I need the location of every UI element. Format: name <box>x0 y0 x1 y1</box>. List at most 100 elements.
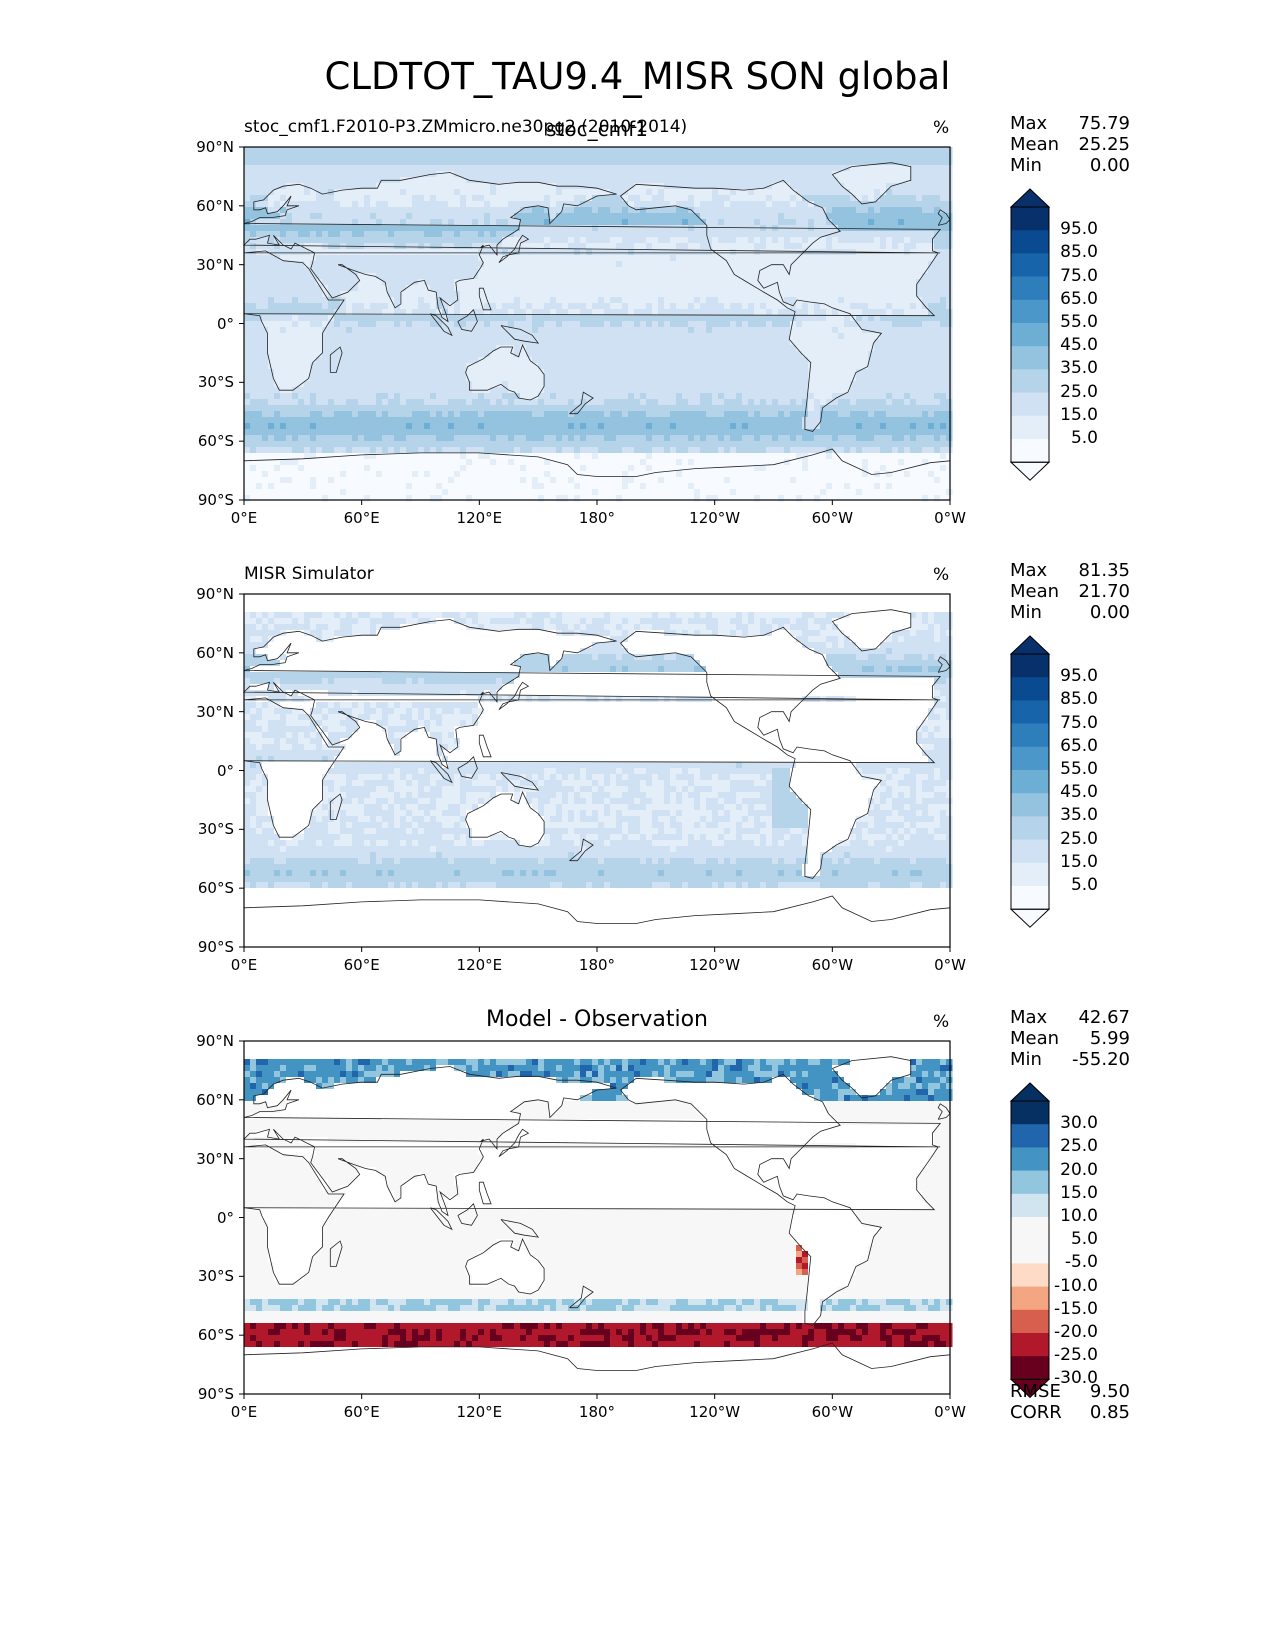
colorbar-segment <box>1011 793 1049 817</box>
stat-max-label: Max <box>1010 1007 1047 1028</box>
colorbar-extend-max <box>1009 635 1051 655</box>
lon-tick-label: 0°E <box>231 956 258 974</box>
panel-units: % <box>933 565 949 585</box>
coastline-eurafrica <box>243 172 942 391</box>
colorbar <box>1009 635 1051 928</box>
lon-tick-label: 0°W <box>934 509 966 527</box>
colorbar-segment <box>1011 415 1049 440</box>
colorbar-segment <box>1011 700 1049 724</box>
colorbar-segment <box>1011 677 1049 701</box>
lat-tick-label: 90°S <box>198 491 234 509</box>
colorbar-tick-label: 65.0 <box>1060 289 1098 309</box>
colorbar-tick-label: -5.0 <box>1065 1252 1098 1272</box>
coastline-philippines <box>478 1181 492 1205</box>
panel-center-title: stoc_cmf1 <box>546 117 648 141</box>
lon-tick-label: 60°E <box>344 956 380 974</box>
coastline-australia <box>465 344 545 401</box>
lat-tick-label: 60°N <box>196 197 234 215</box>
coastline-japan <box>498 681 530 711</box>
panel-center-title: Model - Observation <box>486 1007 708 1032</box>
colorbar-segment <box>1011 862 1049 887</box>
coastline-newzealand <box>569 838 594 862</box>
colorbar-frame <box>1010 653 1050 910</box>
stat-max-value: 42.67 <box>1078 1007 1130 1028</box>
colorbar-segment <box>1011 1333 1049 1357</box>
lat-tick-label: 30°S <box>198 1267 234 1285</box>
stat-mean-label: Mean <box>1010 134 1059 155</box>
colorbar-tick-label: -10.0 <box>1054 1276 1098 1296</box>
coastline-sumatra <box>429 313 453 337</box>
lon-tick-label: 180° <box>579 509 615 527</box>
colorbar-tick-label: 75.0 <box>1060 713 1098 733</box>
colorbar-segment <box>1011 323 1049 347</box>
coastline-newguinea <box>500 1219 540 1238</box>
stat-mean-value: 5.99 <box>1090 1028 1130 1049</box>
heatmap-cells <box>244 1041 953 1396</box>
coastline-japan <box>498 1128 530 1158</box>
stat-min-value: 0.00 <box>1090 155 1130 176</box>
colorbar-segment <box>1011 654 1049 678</box>
coastline-eurafrica <box>243 619 942 838</box>
colorbar-frame <box>1010 1100 1050 1380</box>
stat-min-label: Min <box>1010 1049 1042 1070</box>
coastline-antarctica <box>243 448 951 477</box>
colorbar-segment <box>1011 1217 1049 1241</box>
colorbar-extend-max <box>1009 188 1051 208</box>
colorbar-extend-min <box>1009 461 1051 481</box>
coastline-americas <box>620 626 883 879</box>
corr-label: CORR <box>1010 1402 1062 1423</box>
colorbar-frame <box>1010 206 1050 463</box>
stat-mean-label: Mean <box>1010 581 1059 602</box>
coastline-sumatra <box>429 1207 453 1231</box>
colorbar-tick-label: 55.0 <box>1060 312 1098 332</box>
lat-tick-label: 30°N <box>196 1150 234 1168</box>
lat-tick-label: 60°S <box>198 879 234 897</box>
lon-tick-label: 0°W <box>934 956 966 974</box>
map-panel <box>239 1040 953 1399</box>
colorbar-segment <box>1011 1356 1049 1380</box>
colorbar-segment <box>1011 816 1049 840</box>
coastline-madagascar <box>329 793 343 820</box>
stat-mean-value: 21.70 <box>1078 581 1130 602</box>
colorbar-tick-label: -15.0 <box>1054 1299 1098 1319</box>
rmse-label: RMSE <box>1010 1381 1061 1402</box>
colorbar-tick-label: 55.0 <box>1060 759 1098 779</box>
coastline-philippines <box>478 734 492 758</box>
lat-tick-label: 90°N <box>196 138 234 156</box>
colorbar-segment <box>1011 886 1049 910</box>
colorbar-tick-label: -20.0 <box>1054 1322 1098 1342</box>
stat-min-value: -55.20 <box>1072 1049 1130 1070</box>
colorbar-tick-label: 85.0 <box>1060 242 1098 262</box>
colorbar-segment <box>1011 1240 1049 1264</box>
lat-tick-label: 0° <box>217 762 234 780</box>
lon-tick-label: 120°W <box>689 509 740 527</box>
stat-max-label: Max <box>1010 113 1047 134</box>
coastline-antarctica <box>243 1342 951 1371</box>
lon-tick-label: 60°W <box>812 1403 853 1421</box>
panel-left-title: MISR Simulator <box>244 564 374 584</box>
heatmap-cells <box>244 147 953 502</box>
coastline-americas <box>620 179 883 432</box>
stat-max-value: 81.35 <box>1078 560 1130 581</box>
lon-tick-label: 120°W <box>689 956 740 974</box>
colorbar-segment <box>1011 439 1049 463</box>
coastline-borneo <box>457 309 478 332</box>
map-panel <box>239 146 953 505</box>
lat-tick-label: 90°S <box>198 938 234 956</box>
colorbar-tick-label: 25.0 <box>1060 382 1098 402</box>
colorbar-segment <box>1011 1263 1049 1287</box>
colorbar-segment <box>1011 1124 1049 1148</box>
coastline-sumatra <box>429 760 453 784</box>
colorbar-tick-label: 45.0 <box>1060 335 1098 355</box>
colorbar-segment <box>1011 839 1049 864</box>
stat-min-label: Min <box>1010 155 1042 176</box>
colorbar-segment <box>1011 207 1049 231</box>
coastline-antarctica <box>243 895 951 924</box>
coastline-borneo <box>457 1203 478 1226</box>
coastline-madagascar <box>329 1240 343 1267</box>
lat-tick-label: 0° <box>217 1209 234 1227</box>
colorbar-segment <box>1011 1193 1049 1218</box>
coastline-newguinea <box>500 325 540 344</box>
colorbar-tick-label: 20.0 <box>1060 1160 1098 1180</box>
lat-tick-label: 60°S <box>198 1326 234 1344</box>
